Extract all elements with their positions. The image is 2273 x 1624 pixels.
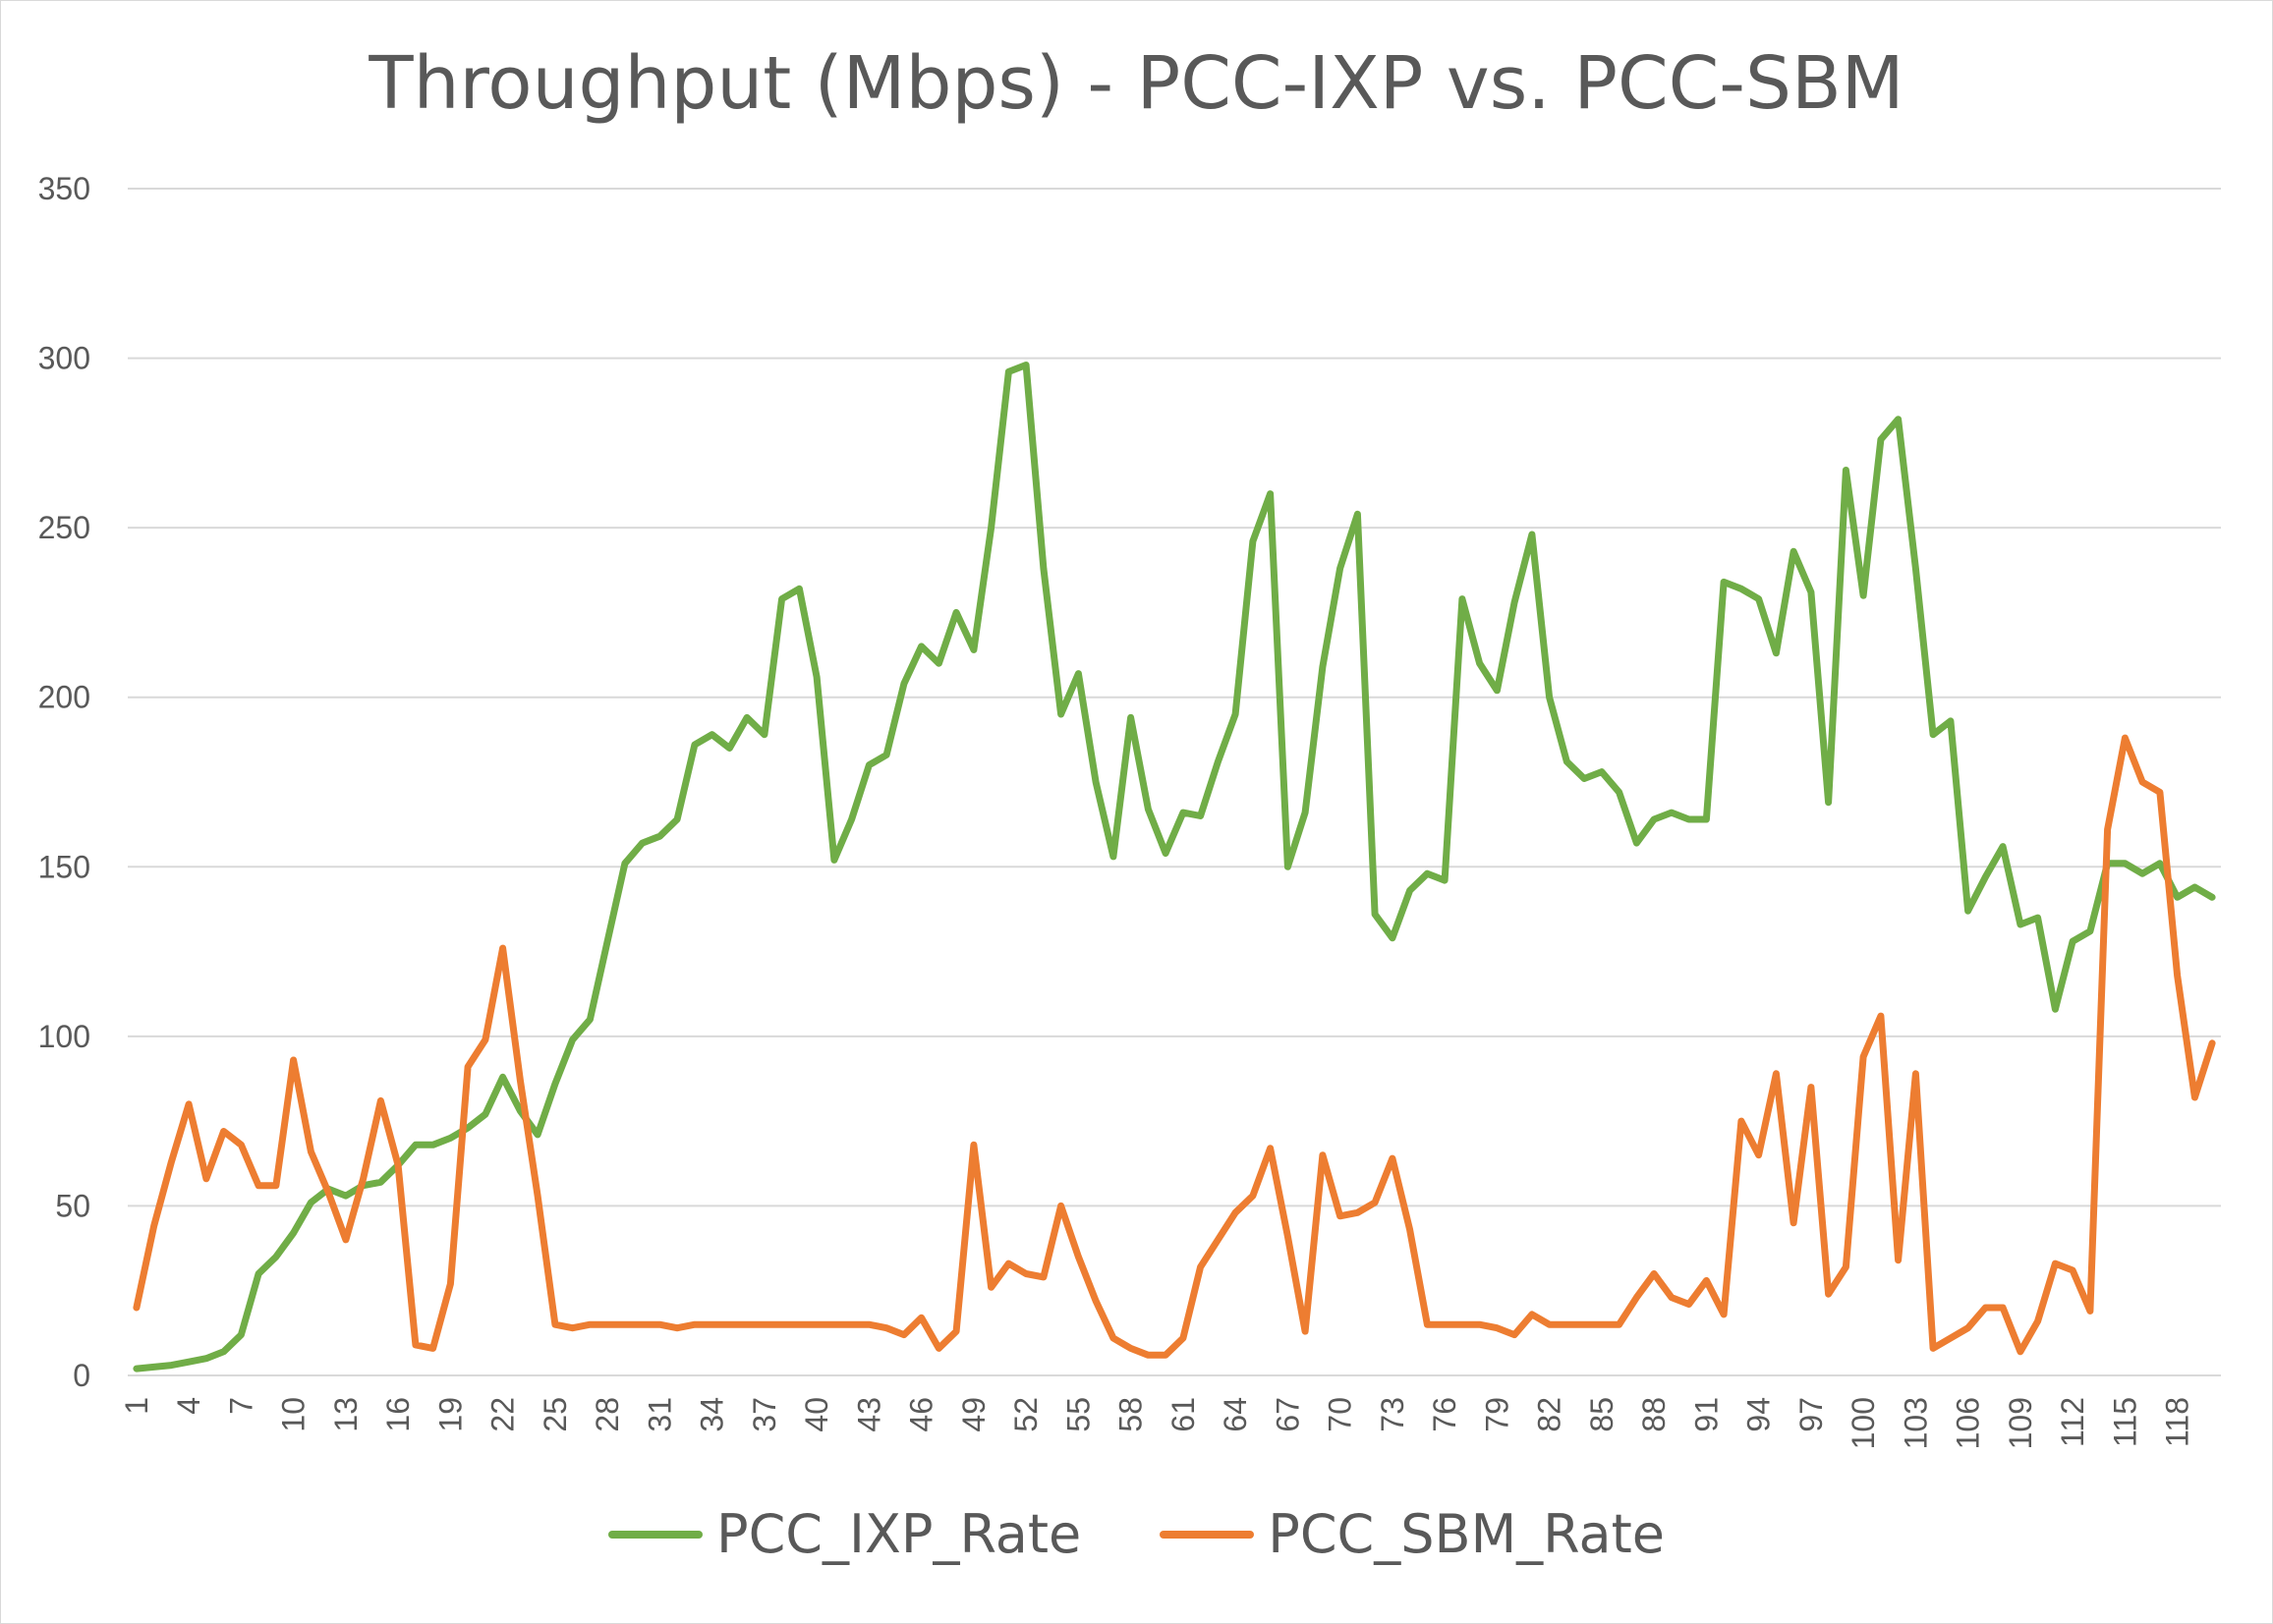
x-tick-label-28: 28 bbox=[590, 1397, 625, 1432]
y-tick-label-300: 300 bbox=[38, 341, 90, 376]
x-tick-label-40: 40 bbox=[799, 1397, 834, 1432]
x-tick-label-109: 109 bbox=[2003, 1397, 2038, 1449]
x-tick-label-1: 1 bbox=[119, 1397, 154, 1415]
legend-label-pcc-sbm: PCC_SBM_Rate bbox=[1268, 1503, 1665, 1565]
x-tick-label-73: 73 bbox=[1375, 1397, 1410, 1432]
x-tick-label-97: 97 bbox=[1793, 1397, 1829, 1432]
x-tick-label-106: 106 bbox=[1951, 1397, 1986, 1449]
legend-item-pcc-ixp: PCC_IXP_Rate bbox=[608, 1503, 1081, 1565]
legend-item-pcc-sbm: PCC_SBM_Rate bbox=[1160, 1503, 1665, 1565]
x-tick-label-43: 43 bbox=[851, 1397, 886, 1432]
x-tick-label-88: 88 bbox=[1636, 1397, 1672, 1432]
x-tick-label-49: 49 bbox=[956, 1397, 992, 1432]
x-tick-label-55: 55 bbox=[1060, 1397, 1096, 1432]
legend-swatch-pcc-sbm bbox=[1160, 1530, 1255, 1539]
x-tick-label-85: 85 bbox=[1584, 1397, 1620, 1432]
x-tick-label-58: 58 bbox=[1113, 1397, 1149, 1432]
x-tick-label-7: 7 bbox=[223, 1397, 258, 1415]
y-axis-ticks: 0 50 100 150 200 250 300 350 bbox=[38, 171, 90, 1393]
y-tick-label-50: 50 bbox=[55, 1188, 90, 1223]
x-tick-label-103: 103 bbox=[1898, 1397, 1933, 1449]
x-tick-label-76: 76 bbox=[1427, 1397, 1462, 1432]
x-tick-label-19: 19 bbox=[432, 1397, 468, 1432]
x-tick-label-91: 91 bbox=[1688, 1397, 1724, 1432]
y-tick-label-350: 350 bbox=[38, 171, 90, 206]
legend-swatch-pcc-ixp bbox=[608, 1530, 703, 1539]
x-tick-label-82: 82 bbox=[1532, 1397, 1567, 1432]
x-tick-label-4: 4 bbox=[171, 1397, 206, 1415]
x-tick-label-118: 118 bbox=[2160, 1397, 2195, 1447]
y-tick-label-150: 150 bbox=[38, 849, 90, 884]
x-tick-label-67: 67 bbox=[1270, 1397, 1305, 1432]
x-tick-label-112: 112 bbox=[2055, 1397, 2090, 1447]
y-tick-label-0: 0 bbox=[73, 1358, 90, 1393]
x-tick-label-52: 52 bbox=[1008, 1397, 1044, 1432]
series-line-pcc-sbm-rate bbox=[133, 734, 2216, 1359]
x-tick-label-46: 46 bbox=[904, 1397, 939, 1432]
x-tick-label-10: 10 bbox=[276, 1397, 312, 1432]
legend-label-pcc-ixp: PCC_IXP_Rate bbox=[716, 1503, 1082, 1565]
x-tick-label-70: 70 bbox=[1323, 1397, 1358, 1432]
legend: PCC_IXP_Rate PCC_SBM_Rate bbox=[0, 1503, 2273, 1565]
x-tick-label-22: 22 bbox=[485, 1397, 521, 1432]
y-tick-label-200: 200 bbox=[38, 680, 90, 715]
x-tick-label-79: 79 bbox=[1479, 1397, 1514, 1432]
gridlines bbox=[128, 188, 2221, 1207]
x-tick-label-61: 61 bbox=[1165, 1397, 1201, 1432]
x-tick-label-94: 94 bbox=[1741, 1397, 1777, 1432]
x-tick-label-37: 37 bbox=[747, 1397, 782, 1432]
x-tick-label-115: 115 bbox=[2107, 1397, 2142, 1447]
x-tick-label-25: 25 bbox=[538, 1397, 573, 1432]
x-tick-label-13: 13 bbox=[328, 1397, 364, 1432]
x-tick-label-34: 34 bbox=[695, 1397, 730, 1432]
x-tick-label-64: 64 bbox=[1218, 1397, 1253, 1432]
x-tick-label-100: 100 bbox=[1846, 1397, 1881, 1449]
y-tick-label-100: 100 bbox=[38, 1019, 90, 1054]
y-tick-label-250: 250 bbox=[38, 510, 90, 545]
x-tick-label-16: 16 bbox=[380, 1397, 416, 1432]
chart-title: Throughput (Mbps) - PCC-IXP vs. PCC-SBM bbox=[369, 41, 1904, 126]
series-lines bbox=[133, 362, 2216, 1372]
x-axis-ticks: 1 4 7 10 13 16 19 22 25 28 31 34 37 40 43 46 49 52 55 58 61 6… bbox=[119, 1397, 2195, 1449]
x-tick-label-31: 31 bbox=[642, 1397, 677, 1432]
series-line-pcc-ixp-rate bbox=[133, 362, 2216, 1372]
